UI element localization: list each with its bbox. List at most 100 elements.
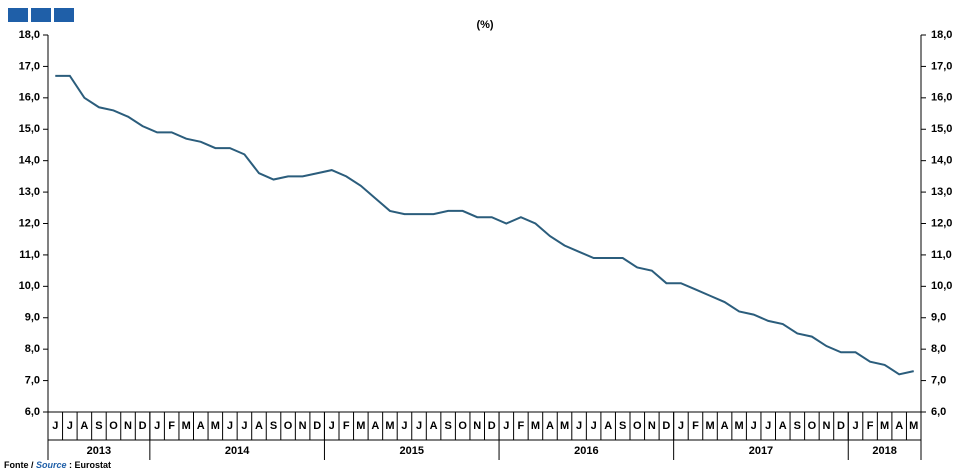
- x-tick-label: O: [284, 420, 293, 432]
- x-tick-label: A: [80, 420, 88, 432]
- y-tick-label: 8,0: [25, 343, 40, 355]
- x-tick-label: J: [765, 420, 771, 432]
- y2-tick-label: 18,0: [931, 29, 952, 41]
- x-tick-label: D: [837, 420, 845, 432]
- y-tick-label: 16,0: [19, 92, 40, 104]
- x-tick-label: M: [182, 420, 191, 432]
- y2-tick-label: 12,0: [931, 217, 952, 229]
- x-tick-label: N: [473, 420, 481, 432]
- x-tick-label: A: [721, 420, 729, 432]
- x-tick-label: J: [329, 420, 335, 432]
- x-tick-label: J: [591, 420, 597, 432]
- x-tick-label: D: [313, 420, 321, 432]
- x-tick-label: A: [546, 420, 554, 432]
- x-tick-label: J: [751, 420, 757, 432]
- y-tick-label: 12,0: [19, 217, 40, 229]
- y2-tick-label: 10,0: [931, 280, 952, 292]
- x-tick-label: M: [356, 420, 365, 432]
- year-label: 2015: [400, 445, 424, 457]
- x-tick-label: N: [822, 420, 830, 432]
- x-tick-label: J: [576, 420, 582, 432]
- y-tick-label: 10,0: [19, 280, 40, 292]
- y2-tick-label: 8,0: [931, 343, 946, 355]
- x-tick-label: S: [270, 420, 277, 432]
- y-tick-label: 17,0: [19, 60, 40, 72]
- year-label: 2017: [749, 445, 773, 457]
- x-tick-label: A: [779, 420, 787, 432]
- x-tick-label: F: [518, 420, 525, 432]
- source-word: Source: [36, 460, 67, 470]
- x-tick-label: M: [880, 420, 889, 432]
- logo-block: [54, 8, 74, 22]
- x-tick-label: M: [211, 420, 220, 432]
- x-tick-label: A: [371, 420, 379, 432]
- x-tick-label: F: [343, 420, 350, 432]
- x-tick-label: F: [867, 420, 874, 432]
- y2-tick-label: 15,0: [931, 123, 952, 135]
- x-tick-label: O: [633, 420, 642, 432]
- x-tick-label: F: [692, 420, 699, 432]
- data-line: [55, 74, 914, 376]
- x-tick-label: A: [197, 420, 205, 432]
- y-tick-label: 9,0: [25, 312, 40, 324]
- y-tick-label: 11,0: [19, 249, 40, 261]
- y2-tick-label: 6,0: [931, 406, 946, 418]
- x-tick-label: D: [488, 420, 496, 432]
- x-tick-label: J: [503, 420, 509, 432]
- x-tick-label: O: [109, 420, 118, 432]
- y2-tick-label: 14,0: [931, 155, 952, 167]
- source-note: Fonte / Source : Eurostat: [4, 460, 111, 470]
- x-tick-label: S: [95, 420, 102, 432]
- y-tick-label: 13,0: [19, 186, 40, 198]
- x-tick-label: S: [794, 420, 801, 432]
- y2-tick-label: 11,0: [931, 249, 952, 261]
- y-tick-label: 7,0: [25, 374, 40, 386]
- y2-tick-label: 13,0: [931, 186, 952, 198]
- x-tick-label: J: [241, 420, 247, 432]
- x-tick-label: M: [385, 420, 394, 432]
- x-tick-label: J: [52, 420, 58, 432]
- x-tick-label: M: [531, 420, 540, 432]
- x-tick-label: A: [430, 420, 438, 432]
- source-prefix: Fonte /: [4, 460, 34, 470]
- y-tick-label: 18,0: [19, 29, 40, 41]
- x-tick-label: F: [168, 420, 175, 432]
- y2-tick-label: 7,0: [931, 374, 946, 386]
- x-tick-label: D: [662, 420, 670, 432]
- logo-block: [31, 8, 51, 22]
- y-tick-label: 6,0: [25, 406, 40, 418]
- year-label: 2018: [872, 445, 896, 457]
- x-tick-label: N: [299, 420, 307, 432]
- y-tick-label: 14,0: [19, 155, 40, 167]
- x-tick-label: M: [705, 420, 714, 432]
- y2-tick-label: 17,0: [931, 60, 952, 72]
- chart-subtitle: (%): [476, 19, 493, 31]
- x-tick-label: J: [678, 420, 684, 432]
- x-tick-label: S: [619, 420, 626, 432]
- x-tick-label: J: [852, 420, 858, 432]
- x-tick-label: J: [67, 420, 73, 432]
- x-tick-label: N: [124, 420, 132, 432]
- y2-tick-label: 16,0: [931, 92, 952, 104]
- x-tick-label: M: [560, 420, 569, 432]
- year-label: 2014: [225, 445, 250, 457]
- logo-block: [8, 8, 28, 22]
- x-tick-label: D: [139, 420, 147, 432]
- x-tick-label: S: [444, 420, 451, 432]
- x-tick-label: M: [909, 420, 918, 432]
- x-tick-label: J: [227, 420, 233, 432]
- x-tick-label: O: [458, 420, 467, 432]
- x-tick-label: N: [648, 420, 656, 432]
- x-tick-label: A: [895, 420, 903, 432]
- y2-tick-label: 9,0: [931, 312, 946, 324]
- x-tick-label: J: [154, 420, 160, 432]
- year-label: 2013: [87, 445, 111, 457]
- x-tick-label: M: [735, 420, 744, 432]
- x-tick-label: O: [808, 420, 817, 432]
- source-rest: : Eurostat: [69, 460, 111, 470]
- y-tick-label: 15,0: [19, 123, 40, 135]
- x-tick-label: J: [416, 420, 422, 432]
- x-tick-label: J: [401, 420, 407, 432]
- year-label: 2016: [574, 445, 598, 457]
